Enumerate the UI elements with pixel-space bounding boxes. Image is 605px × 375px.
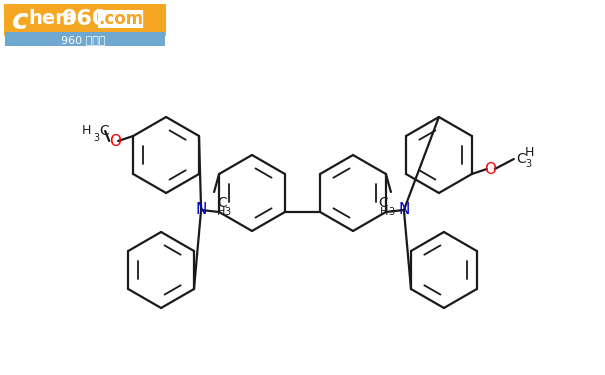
Text: H: H <box>525 146 534 159</box>
Text: hem: hem <box>28 9 76 28</box>
Text: 960: 960 <box>62 9 108 29</box>
Text: H: H <box>379 207 388 217</box>
Text: H: H <box>217 207 226 217</box>
Text: c: c <box>12 7 28 35</box>
Text: C: C <box>217 196 227 210</box>
Text: 3: 3 <box>93 133 99 143</box>
Bar <box>5 32 165 46</box>
Text: C: C <box>516 152 526 166</box>
Text: 3: 3 <box>224 207 231 217</box>
Text: N: N <box>398 202 410 217</box>
Text: C: C <box>378 196 388 210</box>
Text: O: O <box>109 134 121 148</box>
Text: C: C <box>99 124 109 138</box>
Text: N: N <box>195 202 207 217</box>
Text: 960 化工网: 960 化工网 <box>60 35 105 45</box>
Text: .com: .com <box>98 10 143 28</box>
Text: 3: 3 <box>525 159 531 169</box>
FancyBboxPatch shape <box>4 4 166 36</box>
Text: 3: 3 <box>389 207 395 217</box>
Text: O: O <box>484 162 496 177</box>
Text: H: H <box>82 124 91 138</box>
